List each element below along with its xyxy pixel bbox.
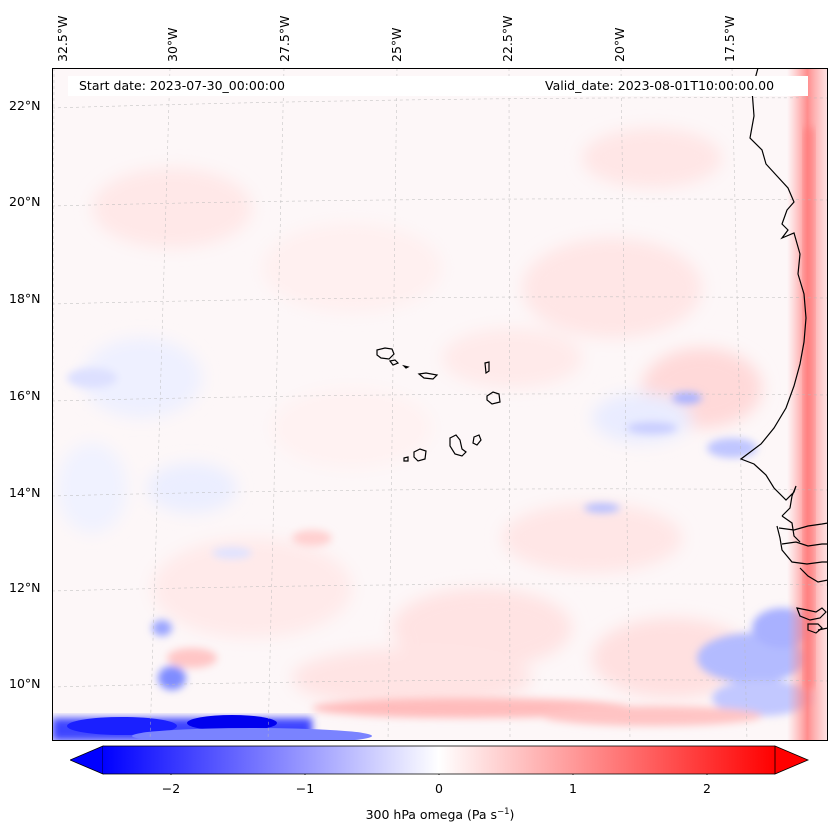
lat-tick-12n: 12°N: [9, 580, 41, 595]
omega-map: [52, 68, 828, 741]
lat-tick-14n: 14°N: [9, 485, 41, 500]
colorbar-label-main: 300 hPa omega (Pa s: [365, 807, 498, 823]
colorbar-tick-2: 2: [703, 781, 711, 796]
start-date-label: Start date: 2023-07-30_00:00:00: [79, 78, 285, 93]
lat-tick-20n: 20°N: [9, 194, 41, 209]
colorbar-tick-0: 0: [435, 781, 443, 796]
lon-tick-17.5w: 17.5°W: [722, 15, 737, 62]
colorbar: [70, 745, 810, 775]
lon-tick-22.5w: 22.5°W: [500, 15, 515, 62]
colorbar-label-close: ): [509, 807, 515, 823]
header-strip: [68, 76, 808, 96]
valid-date-label: Valid_date: 2023-08-01T10:00:00.00: [545, 78, 775, 93]
colorbar-high-extend: [774, 745, 810, 775]
colorbar-low-extend: [70, 745, 104, 775]
colorbar-tick-neg2: −2: [161, 781, 181, 796]
lat-tick-18n: 18°N: [9, 291, 41, 306]
lon-tick-27.5w: 27.5°W: [277, 15, 292, 62]
cape-verde-islands: [376, 347, 501, 462]
lat-tick-22n: 22°N: [9, 98, 41, 113]
lon-tick-32.5w: 32.5°W: [55, 15, 70, 62]
lat-tick-16n: 16°N: [9, 388, 41, 403]
bottom-subsidence-band: [52, 715, 372, 741]
colorbar-label: 300 hPa omega (Pa s−1): [366, 807, 515, 822]
colorbar-tick-1: 1: [569, 781, 577, 796]
colorbar-gradient: [103, 746, 775, 774]
lat-tick-10n: 10°N: [9, 676, 41, 691]
west-africa-coastline: [739, 68, 828, 634]
lon-tick-30w: 30°W: [165, 27, 180, 62]
colorbar-label-exponent: −1: [497, 807, 510, 817]
colorbar-tick-marks: [170, 774, 708, 775]
colorbar-tick-neg1: −1: [295, 781, 315, 796]
lon-tick-25w: 25°W: [389, 27, 404, 62]
lon-tick-20w: 20°W: [612, 27, 627, 62]
